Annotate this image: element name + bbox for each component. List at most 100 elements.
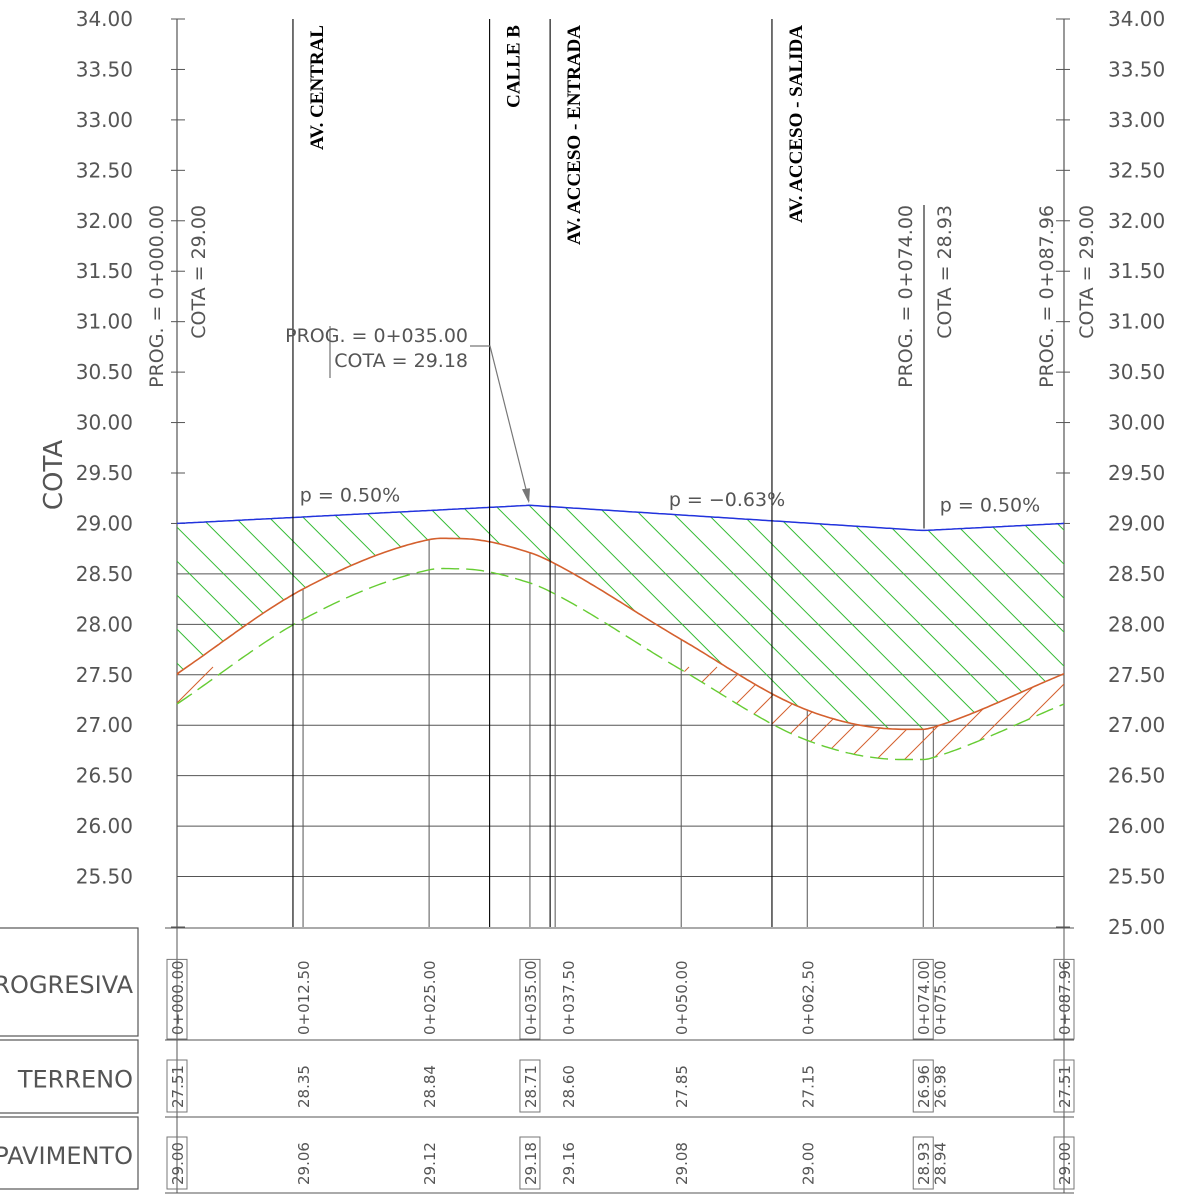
- street-label: AV. ACCESO - ENTRADA: [564, 25, 585, 245]
- hatch-line: [344, 666, 606, 760]
- table-cell-pavimento: 29.00: [1056, 1142, 1074, 1185]
- pi2-prog: PROG. = 0+074.00: [895, 205, 917, 388]
- cell-box: [519, 1059, 541, 1113]
- y-tick-left: 28.50: [76, 562, 133, 586]
- hatch-line: [177, 666, 438, 760]
- hatch-line: [992, 505, 1064, 730]
- y-tick-left: 33.00: [76, 108, 133, 132]
- table-cell-prog: 0+012.50: [295, 960, 313, 1035]
- hatch-line: [448, 505, 710, 730]
- grid: 34.00 34.00 33.50 33.50 33.00 33.00 32.50 32.50…: [39, 7, 1165, 939]
- end-prog: PROG. = 0+087.96: [1036, 205, 1058, 388]
- hatch-line: [820, 666, 1064, 760]
- table-cell-prog: 0+087.96: [1056, 960, 1074, 1035]
- hatch-line: [316, 666, 578, 760]
- start-prog: PROG. = 0+000.00: [146, 205, 168, 388]
- table-cell-terreno: 28.35: [295, 1065, 313, 1108]
- hatch-line: [792, 666, 1054, 760]
- y-tick-left: 28.00: [76, 612, 133, 636]
- y-tick-right: 33.50: [1108, 57, 1165, 81]
- hatch-line: [456, 666, 718, 760]
- y-tick-right: 31.50: [1108, 259, 1165, 283]
- cell-box: [519, 958, 541, 1040]
- slope-label: p = 0.50%: [940, 494, 1040, 516]
- table-cell-pavimento: 29.18: [522, 1142, 540, 1185]
- hatch-line: [848, 666, 1064, 760]
- table-cell-prog: 0+000.00: [169, 960, 187, 1035]
- y-tick-left: 27.00: [76, 713, 133, 737]
- table-cell-pavimento: 28.93: [915, 1142, 933, 1185]
- y-tick-left: 32.00: [76, 209, 133, 233]
- mid-leader: [470, 345, 530, 502]
- table-cell-pavimento: 29.08: [673, 1142, 691, 1185]
- y-tick-right: 27.00: [1108, 713, 1165, 737]
- hatch-line: [177, 666, 270, 760]
- y-tick-left: 31.50: [76, 259, 133, 283]
- y-tick-left: 33.50: [76, 57, 133, 81]
- hatch-line: [177, 666, 382, 760]
- cut-hatch: [177, 505, 1064, 730]
- cell-box: [166, 958, 188, 1040]
- mid-arrow: [522, 488, 530, 504]
- table-row-label: PAVIMENTO: [0, 1142, 133, 1170]
- hatch-line: [584, 505, 846, 730]
- y-tick-right: 26.50: [1108, 764, 1165, 788]
- hatch-line: [568, 666, 830, 760]
- hatch-line: [414, 505, 676, 730]
- slope-label: p = −0.63%: [669, 489, 785, 511]
- mid-prog: PROG. = 0+035.00: [285, 325, 468, 347]
- y-tick-left: 25.50: [76, 865, 133, 889]
- y-tick-right: 30.00: [1108, 411, 1165, 435]
- table-row-label: TERRENO: [17, 1066, 133, 1094]
- y-tick-right: 27.50: [1108, 663, 1165, 687]
- table-cell-prog: 0+050.00: [673, 960, 691, 1035]
- y-tick-left: 27.50: [76, 663, 133, 687]
- y-tick-right: 32.50: [1108, 158, 1165, 182]
- hatch-line: [876, 666, 1064, 760]
- table-cell-terreno: 27.85: [673, 1065, 691, 1108]
- data-table: PROGRESIVA TERRENO PAVIMENTO 0+000.00 27.51 2…: [0, 927, 1075, 1194]
- hatch-line: [0, 667, 45, 927]
- table-row-label: PROGRESIVA: [0, 971, 134, 999]
- hatch-line: [890, 505, 1064, 730]
- table-cell-terreno: 28.60: [560, 1065, 578, 1108]
- table-cell-prog: 0+074.00: [915, 960, 933, 1035]
- y-tick-right: 25.50: [1108, 865, 1165, 889]
- hatch-line: [856, 505, 1064, 730]
- table-cell-pavimento: 29.16: [560, 1142, 578, 1185]
- subgrade-line: [176, 567, 1065, 761]
- table-cell-terreno: 26.98: [931, 1065, 949, 1108]
- y-tick-left: 34.00: [76, 7, 133, 31]
- table-cell-terreno: 27.15: [799, 1065, 817, 1108]
- hatch-line: [484, 666, 746, 760]
- street-label: CALLE B: [504, 25, 525, 108]
- hatch-line: [428, 666, 690, 760]
- hatch-line: [958, 505, 1064, 730]
- table-cell-terreno: 27.51: [169, 1065, 187, 1108]
- y-tick-left: 30.50: [76, 360, 133, 384]
- hatch-line: [720, 505, 982, 730]
- hatch-line: [1185, 667, 1190, 927]
- y-tick-left: 29.00: [76, 511, 133, 535]
- hatch-line: [482, 505, 744, 730]
- annotations: PROG. = 0+000.00 COTA = 29.00 PROG. = 0+08…: [146, 205, 1098, 529]
- table-cell-pavimento: 29.00: [169, 1142, 187, 1185]
- hatch-line: [177, 505, 268, 730]
- table-cell-pavimento: 29.12: [421, 1142, 439, 1185]
- y-tick-left: 32.50: [76, 158, 133, 182]
- hatch-line: [764, 666, 1026, 760]
- y-tick-right: 28.50: [1108, 562, 1165, 586]
- hatch-fill: [0, 505, 1190, 927]
- cell-box: [912, 1136, 934, 1190]
- hatch-line: [177, 505, 404, 730]
- hatch-line: [288, 666, 550, 760]
- hatch-line: [708, 666, 970, 760]
- street-crossings: AV. CENTRAL CALLE B AV. ACCESO - ENTRADA AV…: [292, 19, 807, 927]
- start-cota: COTA = 29.00: [188, 205, 210, 339]
- hatch-line: [822, 505, 1064, 730]
- hatch-line: [204, 666, 466, 760]
- y-tick-right: 30.50: [1108, 360, 1165, 384]
- hatch-line: [680, 666, 942, 760]
- hatch-line: [652, 666, 914, 760]
- street-label: AV. ACCESO - SALIDA: [786, 25, 807, 223]
